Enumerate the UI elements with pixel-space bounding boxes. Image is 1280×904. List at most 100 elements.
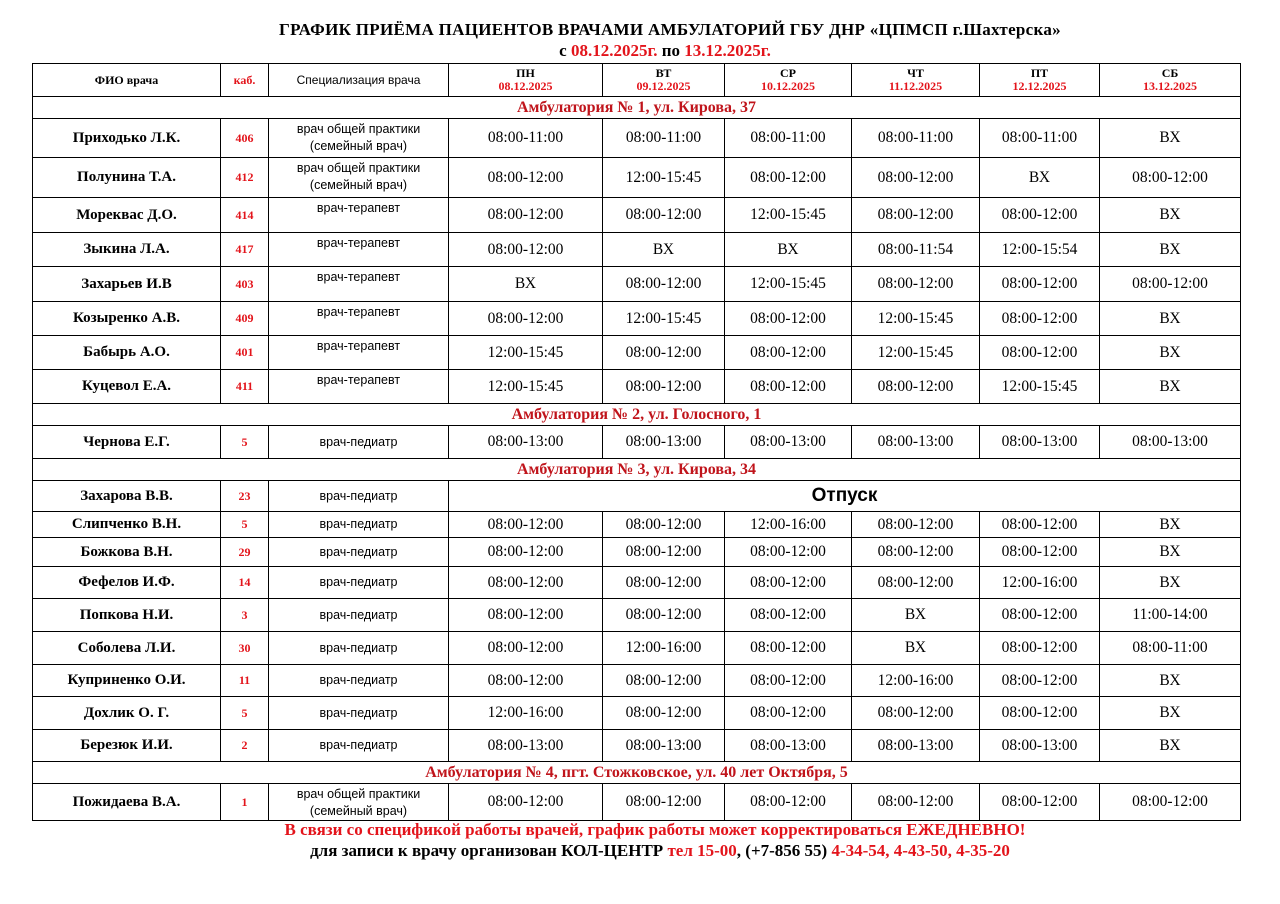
period-to: 13.12.2025г. (684, 41, 771, 60)
time-cell: ВХ (1099, 232, 1241, 267)
cabinet-number: 1 (220, 783, 269, 821)
time-cell: 08:00-12:00 (979, 664, 1100, 697)
specialization: врач-педиатр (268, 598, 449, 632)
spec-line: врач-терапевт (316, 201, 401, 215)
doctor-name: Куприненко О.И. (32, 664, 221, 697)
callcenter-label: для записи к врачу организован КОЛ-ЦЕНТР (310, 841, 668, 860)
spec-line: врач-педиатр (319, 517, 398, 531)
time-cell: 08:00-12:00 (448, 301, 603, 336)
cabinet-number: 5 (220, 511, 269, 538)
time-cell: 12:00-15:45 (979, 369, 1100, 404)
day-name: ЧТ (907, 66, 924, 80)
cabinet-number: 29 (220, 537, 269, 567)
specialization: врач-терапевт (268, 369, 449, 404)
specialization: врач-педиатр (268, 537, 449, 567)
time-cell: 08:00-12:00 (851, 157, 980, 198)
spec-line: врач-терапевт (316, 305, 401, 319)
time-cell: 08:00-13:00 (724, 729, 852, 762)
doctor-row: Зыкина Л.А. 417 врач-терапевт 08:00-12:00 ВХ… (32, 232, 1241, 267)
time-cell: 12:00-16:00 (602, 631, 725, 665)
spec-line: врач-педиатр (319, 607, 398, 622)
time-cell: ВХ (1099, 664, 1241, 697)
cabinet-number: 409 (220, 301, 269, 336)
doctor-name: Зыкина Л.А. (32, 232, 221, 267)
time-cell: 08:00-12:00 (979, 511, 1100, 538)
time-cell: 08:00-12:00 (448, 232, 603, 267)
section-row: Амбулатория № 4, пгт. Стожковское, ул. 4… (32, 761, 1241, 784)
specialization: врач общей практики (семейный врач) (268, 157, 449, 198)
doctor-name: Соболева Л.И. (32, 631, 221, 665)
doctor-name: Березюк И.И. (32, 729, 221, 762)
header-cab: каб. (220, 63, 269, 97)
time-cell: ВХ (1099, 301, 1241, 336)
doctor-name: Козыренко А.В. (32, 301, 221, 336)
specialization: врач-терапевт (268, 266, 449, 302)
time-cell: 12:00-15:45 (448, 335, 603, 370)
specialization: врач-педиатр (268, 631, 449, 665)
time-cell: 12:00-15:45 (448, 369, 603, 404)
specialization: врач общей практики (семейный врач) (268, 783, 449, 821)
time-cell: 08:00-12:00 (448, 598, 603, 632)
time-cell: 08:00-12:00 (448, 537, 603, 567)
time-cell: 08:00-13:00 (448, 729, 603, 762)
doctor-row: Захарова В.В. 23 врач-педиатр Отпуск (32, 480, 1241, 512)
spec-line: врач-терапевт (316, 339, 401, 353)
time-cell: 08:00-12:00 (724, 783, 852, 821)
specialization: врач-педиатр (268, 566, 449, 599)
time-cell: 12:00-15:45 (724, 197, 852, 233)
spec-line: (семейный врач) (309, 804, 408, 818)
header-day: СБ 13.12.2025 (1099, 63, 1241, 97)
phone-code: , (+7-856 55) (736, 841, 832, 860)
time-cell: 08:00-12:00 (448, 157, 603, 198)
period-from: 08.12.2025г. (570, 41, 658, 60)
spec-line: врач-терапевт (316, 373, 401, 387)
time-cell: 08:00-11:00 (724, 118, 852, 158)
day-date: 08.12.2025 (498, 79, 553, 93)
cabinet-number: 23 (220, 480, 269, 512)
time-cell: 08:00-12:00 (1099, 783, 1241, 821)
callcenter-info: для записи к врачу организован КОЛ-ЦЕНТР… (0, 841, 1280, 861)
time-cell: ВХ (1099, 566, 1241, 599)
spec-line: врач-педиатр (319, 738, 398, 752)
time-cell: 12:00-15:45 (602, 157, 725, 198)
day-name: ПН (516, 66, 535, 80)
time-cell: 08:00-11:00 (851, 118, 980, 158)
time-cell: 08:00-12:00 (724, 566, 852, 599)
time-cell: 08:00-13:00 (602, 729, 725, 762)
time-cell: 08:00-11:00 (448, 118, 603, 158)
time-cell: 08:00-13:00 (602, 425, 725, 459)
time-cell: 12:00-15:54 (979, 232, 1100, 267)
time-cell: 08:00-12:00 (851, 197, 980, 233)
header-day: ВТ 09.12.2025 (602, 63, 725, 97)
specialization: врач-педиатр (268, 425, 449, 459)
cabinet-number: 414 (220, 197, 269, 233)
time-cell: 12:00-16:00 (851, 664, 980, 697)
time-cell: 12:00-15:45 (724, 266, 852, 302)
doctor-row: Бабырь А.О. 401 врач-терапевт 12:00-15:45 08… (32, 335, 1241, 370)
time-cell: 12:00-15:45 (851, 335, 980, 370)
doctor-name: Бабырь А.О. (32, 335, 221, 370)
time-cell: 08:00-12:00 (851, 369, 980, 404)
cabinet-number: 406 (220, 118, 269, 158)
time-cell: 08:00-12:00 (724, 631, 852, 665)
header-day: ПН 08.12.2025 (448, 63, 603, 97)
doctor-name: Чернова Е.Г. (32, 425, 221, 459)
time-cell: 08:00-12:00 (979, 301, 1100, 336)
day-name: СР (780, 66, 796, 80)
cabinet-number: 14 (220, 566, 269, 599)
spec-line: врач общей практики (296, 787, 421, 801)
specialization: врач общей практики (семейный врач) (268, 118, 449, 158)
time-cell: 08:00-12:00 (851, 537, 980, 567)
time-cell: 08:00-13:00 (1099, 425, 1241, 459)
time-cell: 08:00-12:00 (851, 266, 980, 302)
cabinet-number: 401 (220, 335, 269, 370)
time-cell: 12:00-15:45 (602, 301, 725, 336)
time-cell: 08:00-13:00 (851, 425, 980, 459)
period: с 08.12.2025г. по 13.12.2025г. (0, 41, 1280, 61)
time-cell: ВХ (1099, 369, 1241, 404)
time-cell: 08:00-12:00 (602, 537, 725, 567)
time-cell: 08:00-11:00 (602, 118, 725, 158)
time-cell: 08:00-12:00 (979, 783, 1100, 821)
time-cell: 12:00-16:00 (448, 696, 603, 730)
time-cell: 08:00-12:00 (602, 369, 725, 404)
